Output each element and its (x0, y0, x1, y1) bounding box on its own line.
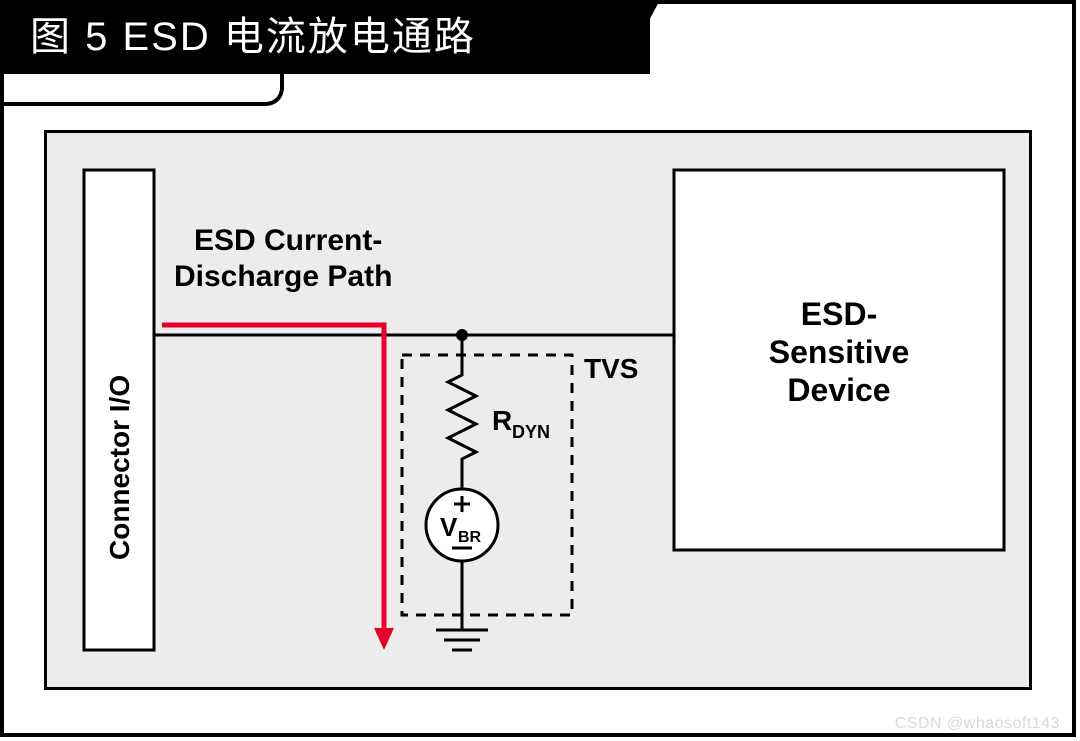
tvs-label: TVS (584, 353, 638, 384)
vbr-label-sub: BR (458, 529, 482, 546)
device-label-2: Sensitive (769, 334, 910, 370)
rdyn-label-main: R (492, 405, 512, 436)
resistor-symbol (448, 365, 476, 470)
vbr-label-main: V (440, 512, 458, 542)
rdyn-label-sub: DYN (512, 422, 550, 442)
discharge-arrowhead (374, 628, 394, 650)
watermark: CSDN @whaosoft143 (895, 715, 1060, 733)
figure-title-text: 图 5 ESD 电流放电通路 (30, 15, 476, 59)
discharge-label-1: ESD Current- (194, 224, 382, 257)
figure-title: 图 5 ESD 电流放电通路 (0, 0, 650, 74)
title-tab-corner (620, 0, 660, 74)
tvs-box (402, 355, 572, 615)
device-label-1: ESD- (801, 296, 877, 332)
connector-label: Connector I/O (104, 375, 135, 560)
discharge-path (162, 325, 384, 635)
title-underline (0, 74, 284, 106)
discharge-label-2: Discharge Path (174, 260, 392, 293)
device-label-3: Device (787, 372, 890, 408)
circuit-diagram: Connector I/O ESD- Sensitive Device TVS … (44, 130, 1032, 690)
